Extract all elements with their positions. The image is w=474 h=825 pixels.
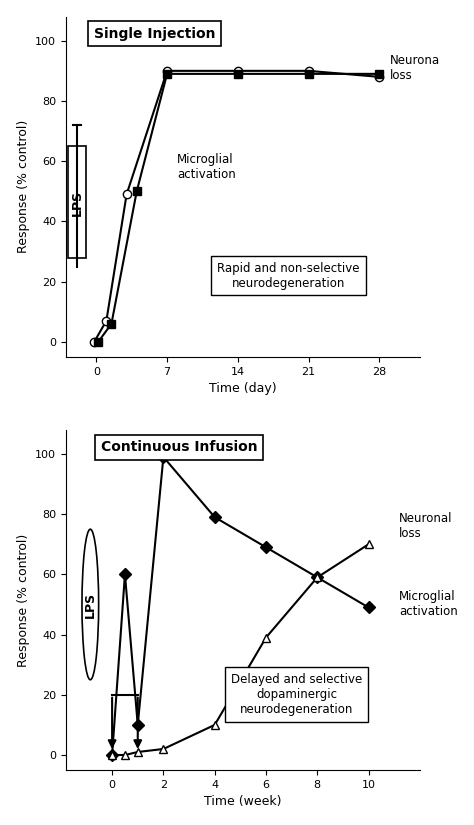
Text: Rapid and non-selective
neurodegeneration: Rapid and non-selective neurodegeneratio…	[217, 262, 360, 290]
Text: Delayed and selective
dopaminergic
neurodegeneration: Delayed and selective dopaminergic neuro…	[231, 673, 363, 716]
Text: LPS: LPS	[84, 592, 97, 618]
Text: Neurona
loss: Neurona loss	[390, 54, 440, 82]
Text: LPS: LPS	[71, 191, 83, 216]
X-axis label: Time (day): Time (day)	[209, 382, 277, 395]
Text: Continuous Infusion: Continuous Infusion	[101, 440, 257, 454]
Text: Microglial
activation: Microglial activation	[400, 591, 458, 619]
Text: Single Injection: Single Injection	[94, 27, 215, 41]
Y-axis label: Response (% control): Response (% control)	[17, 533, 30, 667]
Ellipse shape	[82, 529, 99, 680]
Text: Microglial
activation: Microglial activation	[177, 153, 236, 182]
Y-axis label: Response (% control): Response (% control)	[17, 120, 30, 253]
X-axis label: Time (week): Time (week)	[204, 795, 282, 808]
Bar	[68, 146, 86, 257]
Text: Neuronal
loss: Neuronal loss	[400, 512, 453, 540]
